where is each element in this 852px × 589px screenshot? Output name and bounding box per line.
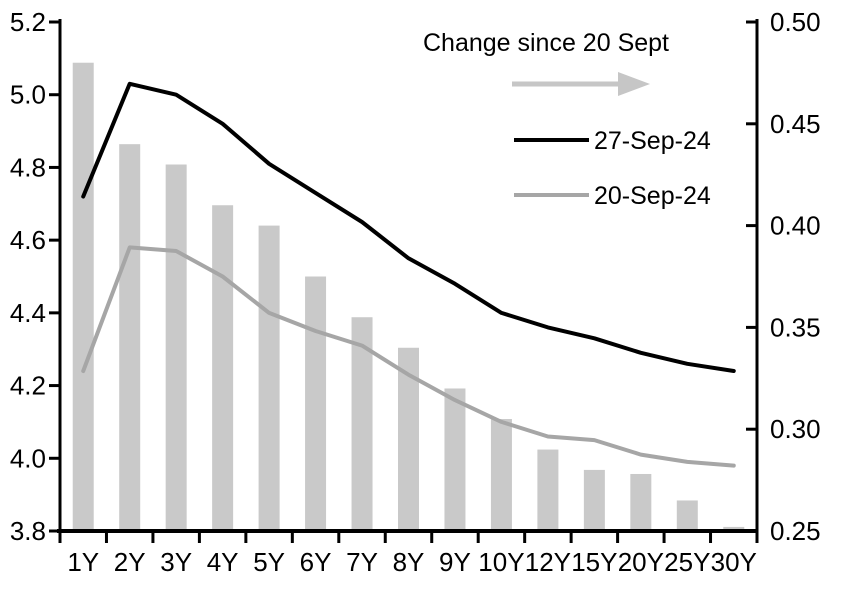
- legend-label-20-sep-24: 20-Sep-24: [594, 182, 711, 210]
- right-axis-tick-label: 0.40: [770, 211, 821, 241]
- bar-8Y: [398, 347, 419, 531]
- x-axis-label-5Y: 5Y: [253, 547, 285, 577]
- left-axis-tick-label: 4.6: [10, 225, 46, 255]
- left-axis-tick-label: 5.0: [10, 80, 46, 110]
- bar-20Y: [630, 473, 652, 531]
- right-axis-tick-label: 0.25: [770, 516, 821, 546]
- left-axis-tick-label: 4.0: [10, 443, 46, 473]
- x-axis-label-8Y: 8Y: [393, 547, 425, 577]
- bar-3Y: [165, 164, 187, 531]
- left-axis-tick-label: 3.8: [10, 516, 46, 546]
- x-axis-label-7Y: 7Y: [346, 547, 378, 577]
- right-axis-tick-label: 0.30: [770, 414, 821, 444]
- bar-2Y: [119, 144, 141, 531]
- x-axis-label-4Y: 4Y: [207, 547, 239, 577]
- right-axis-tick-label: 0.35: [770, 312, 821, 342]
- legend-title: Change since 20 Sept: [423, 29, 669, 57]
- left-axis-tick-label: 4.2: [10, 371, 46, 401]
- bar-25Y: [676, 500, 698, 531]
- left-axis-tick-label: 4.8: [10, 152, 46, 182]
- x-axis-label-25Y: 25Y: [664, 547, 710, 577]
- x-axis-label-15Y: 15Y: [571, 547, 617, 577]
- bar-10Y: [490, 419, 512, 531]
- left-axis-tick-label: 5.2: [10, 7, 46, 37]
- x-axis-label-30Y: 30Y: [711, 547, 757, 577]
- right-axis-tick-label: 0.45: [770, 109, 821, 139]
- bar-15Y: [583, 469, 605, 531]
- x-axis-label-2Y: 2Y: [114, 547, 146, 577]
- bar-4Y: [212, 205, 234, 532]
- x-axis-label-6Y: 6Y: [300, 547, 332, 577]
- left-axis-tick-label: 4.4: [10, 298, 46, 328]
- x-axis-label-9Y: 9Y: [439, 547, 471, 577]
- legend-label-27-sep-24: 27-Sep-24: [594, 127, 711, 155]
- bar-1Y: [72, 62, 94, 531]
- bar-9Y: [444, 388, 466, 531]
- bar-30Y: [723, 526, 745, 531]
- line-20-sep-24: [81, 245, 736, 468]
- x-axis-label-10Y: 10Y: [478, 547, 524, 577]
- x-axis-label-12Y: 12Y: [525, 547, 571, 577]
- bar-7Y: [351, 317, 373, 531]
- right-axis-tick-label: 0.50: [770, 7, 821, 37]
- x-axis-label-3Y: 3Y: [160, 547, 192, 577]
- line-27-sep-24: [81, 81, 736, 373]
- legend-arrow-icon: [618, 72, 650, 96]
- x-axis-label-1Y: 1Y: [67, 547, 99, 577]
- bar-5Y: [258, 225, 280, 531]
- x-axis-label-20Y: 20Y: [618, 547, 664, 577]
- bar-6Y: [305, 276, 327, 531]
- bar-12Y: [537, 449, 559, 531]
